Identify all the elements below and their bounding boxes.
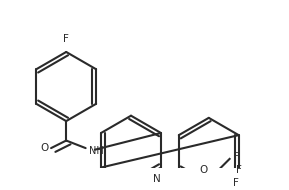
Text: O: O <box>199 165 208 175</box>
Text: N: N <box>153 174 160 184</box>
Text: NH: NH <box>89 146 104 156</box>
Text: F: F <box>233 152 239 162</box>
Text: O: O <box>40 143 49 153</box>
Text: F: F <box>233 178 239 188</box>
Text: F: F <box>63 34 69 44</box>
Text: F: F <box>236 165 242 175</box>
